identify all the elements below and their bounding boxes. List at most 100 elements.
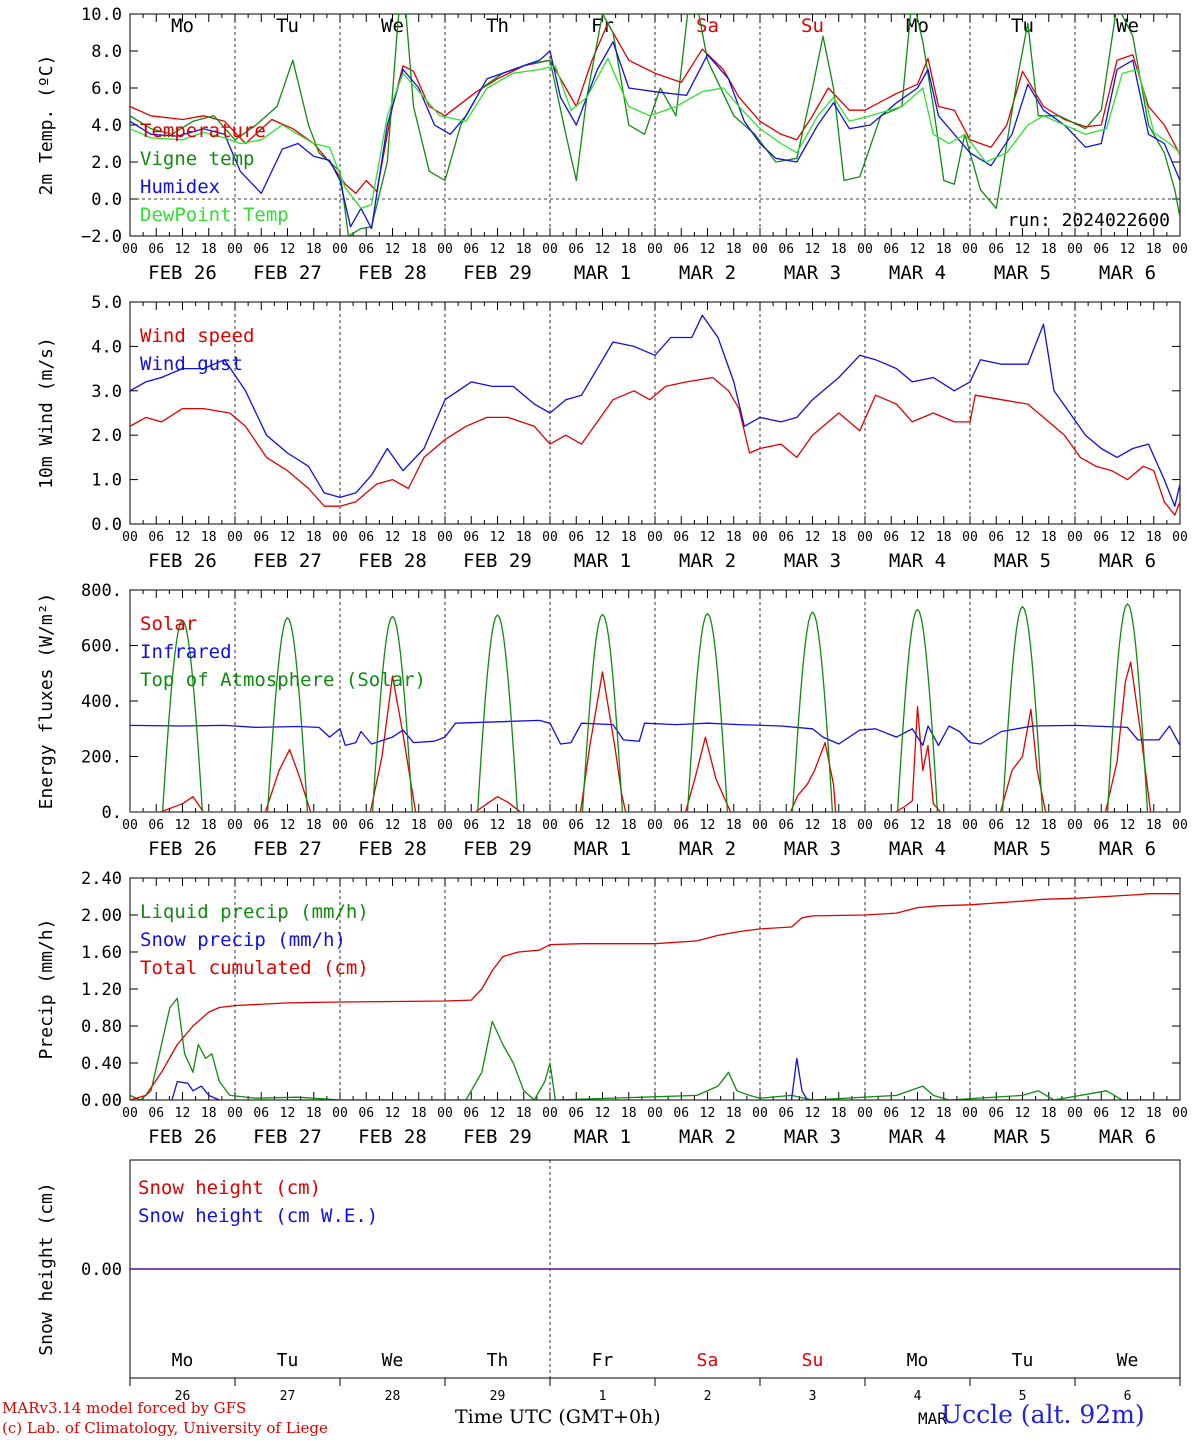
hour-tick-label: 00	[962, 818, 978, 833]
hour-tick-label: 12	[805, 818, 821, 833]
y-tick-label: 800.	[81, 581, 122, 601]
date-label: MAR 1	[574, 262, 631, 284]
hour-tick-label: 12	[385, 530, 401, 545]
series-line-wind-1	[130, 314, 1180, 507]
lab-credit: (c) Lab. of Climatology, University of L…	[2, 1419, 328, 1437]
y-tick-label: 0.00	[81, 1260, 122, 1280]
hour-tick-label: 18	[621, 818, 637, 833]
series-line-precip-2	[130, 893, 1180, 1100]
y-tick-label: 2.00	[81, 906, 122, 926]
weekday-label: Mo	[172, 1350, 194, 1371]
hour-tick-label: 12	[700, 530, 716, 545]
hour-tick-label: 18	[306, 1106, 322, 1121]
hour-tick-label: 12	[805, 1106, 821, 1121]
hour-tick-label: 12	[385, 1106, 401, 1121]
date-label: MAR 4	[889, 550, 946, 572]
hour-tick-label: 12	[1120, 818, 1136, 833]
hour-tick-label: 00	[227, 1106, 243, 1121]
y-axis-label: Precip (mm/h)	[36, 919, 57, 1060]
date-label: FEB 29	[463, 1126, 532, 1148]
hour-tick-label: 18	[411, 1106, 427, 1121]
y-tick-label: 600.	[81, 637, 122, 657]
series-line-precip-1	[130, 1057, 1180, 1100]
hour-tick-label: 00	[542, 818, 558, 833]
hour-tick-label: 00	[752, 818, 768, 833]
hour-tick-label: 06	[673, 1106, 689, 1121]
date-label: FEB 28	[358, 550, 427, 572]
hour-tick-label: 18	[621, 242, 637, 257]
legend-entry: Infrared	[140, 641, 232, 663]
date-label: MAR 5	[994, 838, 1051, 860]
hour-tick-label: 06	[988, 242, 1004, 257]
hour-tick-label: 00	[857, 1106, 873, 1121]
hour-tick-label: 18	[411, 242, 427, 257]
hour-tick-label: 06	[778, 242, 794, 257]
hour-tick-label: 06	[778, 1106, 794, 1121]
hour-tick-label: 18	[516, 818, 532, 833]
hour-tick-label: 18	[936, 1106, 952, 1121]
hour-tick-label: 18	[936, 530, 952, 545]
date-label: MAR 2	[679, 838, 736, 860]
hour-tick-label: 06	[568, 242, 584, 257]
hour-tick-label: 12	[595, 530, 611, 545]
date-label: MAR 6	[1099, 838, 1156, 860]
hour-tick-label: 12	[700, 242, 716, 257]
weekday-label: Mo	[906, 15, 929, 37]
hour-tick-label: 06	[883, 1106, 899, 1121]
hour-tick-label: 06	[778, 530, 794, 545]
series-line-temp-2	[130, 41, 1180, 230]
hour-tick-label: 06	[253, 242, 269, 257]
hour-tick-label: 00	[857, 242, 873, 257]
weekday-label: Tu	[276, 15, 299, 37]
hour-tick-label: 00	[542, 530, 558, 545]
hour-tick-label: 00	[122, 242, 138, 257]
hour-tick-label: 12	[490, 818, 506, 833]
y-tick-label: 0.00	[81, 1091, 122, 1111]
legend-entry: Top of Atmosphere (Solar)	[140, 669, 426, 691]
series-line-temp-1	[130, 14, 1180, 236]
legend-entry: Vigne temp	[140, 148, 254, 170]
date-label: MAR 3	[784, 838, 841, 860]
hour-tick-label: 18	[621, 1106, 637, 1121]
hour-tick-label: 18	[201, 530, 217, 545]
hour-tick-label: 18	[1146, 530, 1162, 545]
hour-tick-label: 12	[700, 1106, 716, 1121]
hour-tick-label: 00	[332, 818, 348, 833]
date-label: MAR 4	[889, 838, 946, 860]
hour-tick-label: 06	[883, 818, 899, 833]
y-tick-label: 1.20	[81, 980, 122, 1000]
y-tick-label: 200.	[81, 748, 122, 768]
hour-tick-label: 00	[857, 530, 873, 545]
hour-tick-label: 18	[1146, 1106, 1162, 1121]
hour-tick-label: 06	[673, 242, 689, 257]
legend-entry: Humidex	[140, 176, 220, 198]
panel-temp: −2.0 0.0 2.0 4.0 6.0 8.0 10.0 2m Temp. (ºC) 00 06…	[36, 5, 1188, 284]
date-label: MAR 4	[889, 1126, 946, 1148]
y-axis-label: 2m Temp. (ºC)	[36, 55, 57, 196]
hour-tick-label: 12	[595, 242, 611, 257]
date-label: MAR 6	[1099, 1126, 1156, 1148]
date-label: MAR 4	[889, 262, 946, 284]
weekday-label: Sa	[697, 1350, 719, 1371]
hour-tick-label: 00	[437, 818, 453, 833]
weekday-label: Mo	[907, 1350, 929, 1371]
hour-tick-label: 12	[1120, 530, 1136, 545]
hour-tick-label: 18	[726, 530, 742, 545]
hour-tick-label: 12	[910, 242, 926, 257]
legend-entry: DewPoint Temp	[140, 204, 289, 226]
day-number-label: 27	[280, 1389, 296, 1404]
hour-tick-label: 12	[595, 818, 611, 833]
hour-tick-label: 12	[805, 242, 821, 257]
y-tick-label: 0.0	[91, 190, 122, 210]
date-label: MAR 3	[784, 1126, 841, 1148]
hour-tick-label: 18	[1041, 242, 1057, 257]
legend-entry: Snow precip (mm/h)	[140, 929, 346, 951]
hour-tick-label: 12	[175, 242, 191, 257]
hour-tick-label: 00	[962, 242, 978, 257]
hour-tick-label: 18	[1146, 242, 1162, 257]
hour-tick-label: 18	[831, 530, 847, 545]
hour-tick-label: 06	[1093, 818, 1109, 833]
y-tick-label: 4.0	[91, 337, 122, 357]
weekday-label: Su	[802, 1350, 824, 1371]
hour-tick-label: 18	[201, 242, 217, 257]
